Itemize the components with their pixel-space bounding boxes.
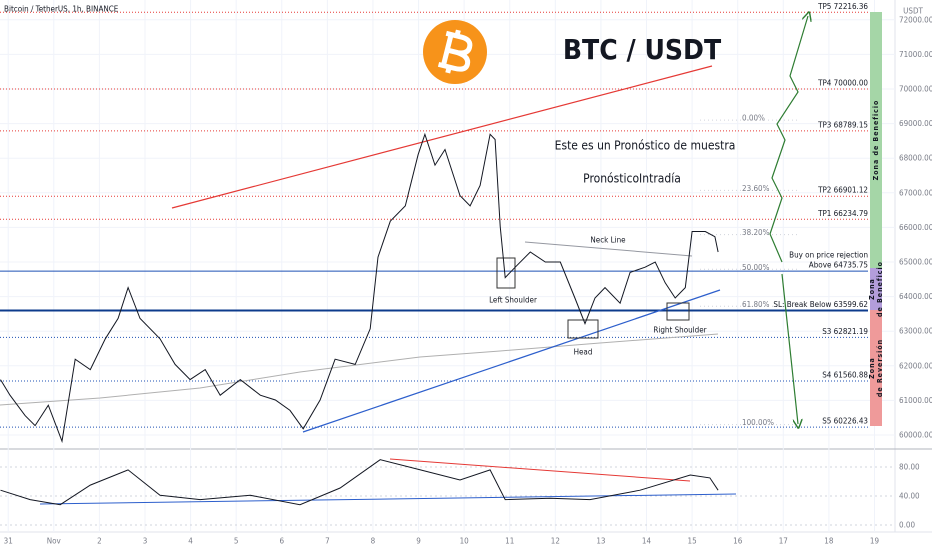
x-tick-label: 9 — [416, 537, 421, 546]
zone — [870, 310, 882, 426]
x-tick-label: 13 — [596, 537, 605, 546]
neck-line — [524, 241, 693, 257]
y-tick-label: 68000.00 — [899, 154, 932, 163]
fib-label: 23.60% — [742, 184, 770, 193]
x-tick-label: 18 — [824, 537, 834, 546]
y-tick-label: 70000.00 — [899, 84, 932, 93]
x-tick-label: 10 — [460, 537, 470, 546]
x-tick-label: 11 — [505, 537, 514, 546]
level-label: TP5 72216.36 — [817, 2, 868, 11]
fib-label: 100.00% — [742, 418, 774, 427]
trendline — [171, 65, 713, 209]
pattern-box — [496, 257, 516, 289]
x-tick-label: 3 — [143, 537, 148, 546]
zone-label: de Beneficio — [876, 261, 884, 317]
pattern-label: Head — [574, 348, 593, 357]
level-label: TP3 68789.15 — [817, 120, 868, 129]
forecast-arrow — [781, 273, 798, 424]
x-tick-label: Nov — [47, 537, 62, 546]
y-tick-label: 63000.00 — [899, 327, 932, 336]
zone-label: Zona — [868, 278, 876, 300]
x-tick-label: 19 — [870, 537, 880, 546]
x-tick-label: 7 — [325, 537, 330, 546]
level-label: S5 60226.43 — [822, 417, 868, 426]
x-tick-label: 12 — [551, 537, 560, 546]
pattern-label: Neck Line — [590, 236, 626, 245]
level-label: SL: Break Below 63599.62 — [773, 300, 868, 309]
x-tick-label: 2 — [97, 537, 102, 546]
trendline — [302, 289, 721, 433]
y-tick-label: 65000.00 — [899, 257, 932, 266]
y-tick-label: 72000.00 — [899, 15, 932, 24]
zone-label: de Reversión — [876, 339, 884, 397]
level-label: S3 62821.19 — [822, 327, 868, 336]
bitcoin-logo — [423, 20, 487, 84]
price-line — [0, 132, 719, 444]
x-tick-label: 16 — [733, 537, 743, 546]
y-tick-label: 64000.00 — [899, 292, 932, 301]
level-label: Above 64735.75 — [809, 261, 868, 270]
x-tick-label: 4 — [188, 537, 193, 546]
zone-label: Zona de Beneficio — [872, 100, 880, 181]
fib-label: 50.00% — [742, 263, 770, 272]
pattern-label: Right Shoulder — [653, 326, 706, 335]
forecast-arrow — [769, 16, 808, 263]
level-caption: Buy on price rejection — [789, 251, 868, 260]
x-tick-label: 31 — [4, 537, 13, 546]
y-tick-label: 80.00 — [899, 462, 920, 471]
rsi-trendline — [39, 493, 737, 505]
fib-label: 61.80% — [742, 300, 770, 309]
x-tick-label: 8 — [371, 537, 376, 546]
x-tick-label: 5 — [234, 537, 239, 546]
x-tick-label: 6 — [279, 537, 284, 546]
y-tick-label: 71000.00 — [899, 50, 932, 59]
y-tick-label: 67000.00 — [899, 188, 932, 197]
y-tick-label: 69000.00 — [899, 119, 932, 128]
price-line — [0, 459, 719, 506]
y-tick-label: 61000.00 — [899, 396, 932, 405]
pattern-label: Left Shoulder — [489, 296, 537, 305]
fib-label: 38.20% — [742, 228, 770, 237]
symbol: Bitcoin / TetherUS, 1h, BINANCE — [4, 5, 119, 14]
x-tick-label: 15 — [688, 537, 697, 546]
pattern-box — [666, 302, 690, 321]
y-tick-label: 40.00 — [899, 491, 920, 500]
x-tick-label: 17 — [779, 537, 788, 546]
annotation: PronósticoIntradía — [583, 172, 681, 186]
currency: USDT — [903, 7, 923, 16]
zone — [870, 268, 882, 310]
zone-label: Zona — [868, 357, 876, 379]
fib-label: 0.00% — [742, 114, 765, 123]
rsi-trendline — [389, 458, 691, 482]
moving-average — [0, 333, 719, 406]
x-tick-label: 14 — [642, 537, 652, 546]
y-tick-label: 66000.00 — [899, 223, 932, 232]
level-label: TP4 70000.00 — [817, 78, 868, 87]
price-axis — [895, 0, 932, 550]
y-tick-label: 60000.00 — [899, 430, 932, 439]
y-tick-label: 62000.00 — [899, 361, 932, 370]
level-label: TP1 66234.79 — [817, 209, 868, 218]
chart-title: BTC / USDT — [563, 33, 722, 66]
level-label: S4 61560.88 — [822, 370, 868, 379]
level-label: TP2 66901.12 — [817, 186, 868, 195]
pattern-box — [567, 319, 599, 339]
y-tick-label: 0.00 — [899, 520, 915, 529]
annotation: Este es un Pronóstico de muestra — [555, 139, 736, 153]
zone — [870, 12, 882, 268]
